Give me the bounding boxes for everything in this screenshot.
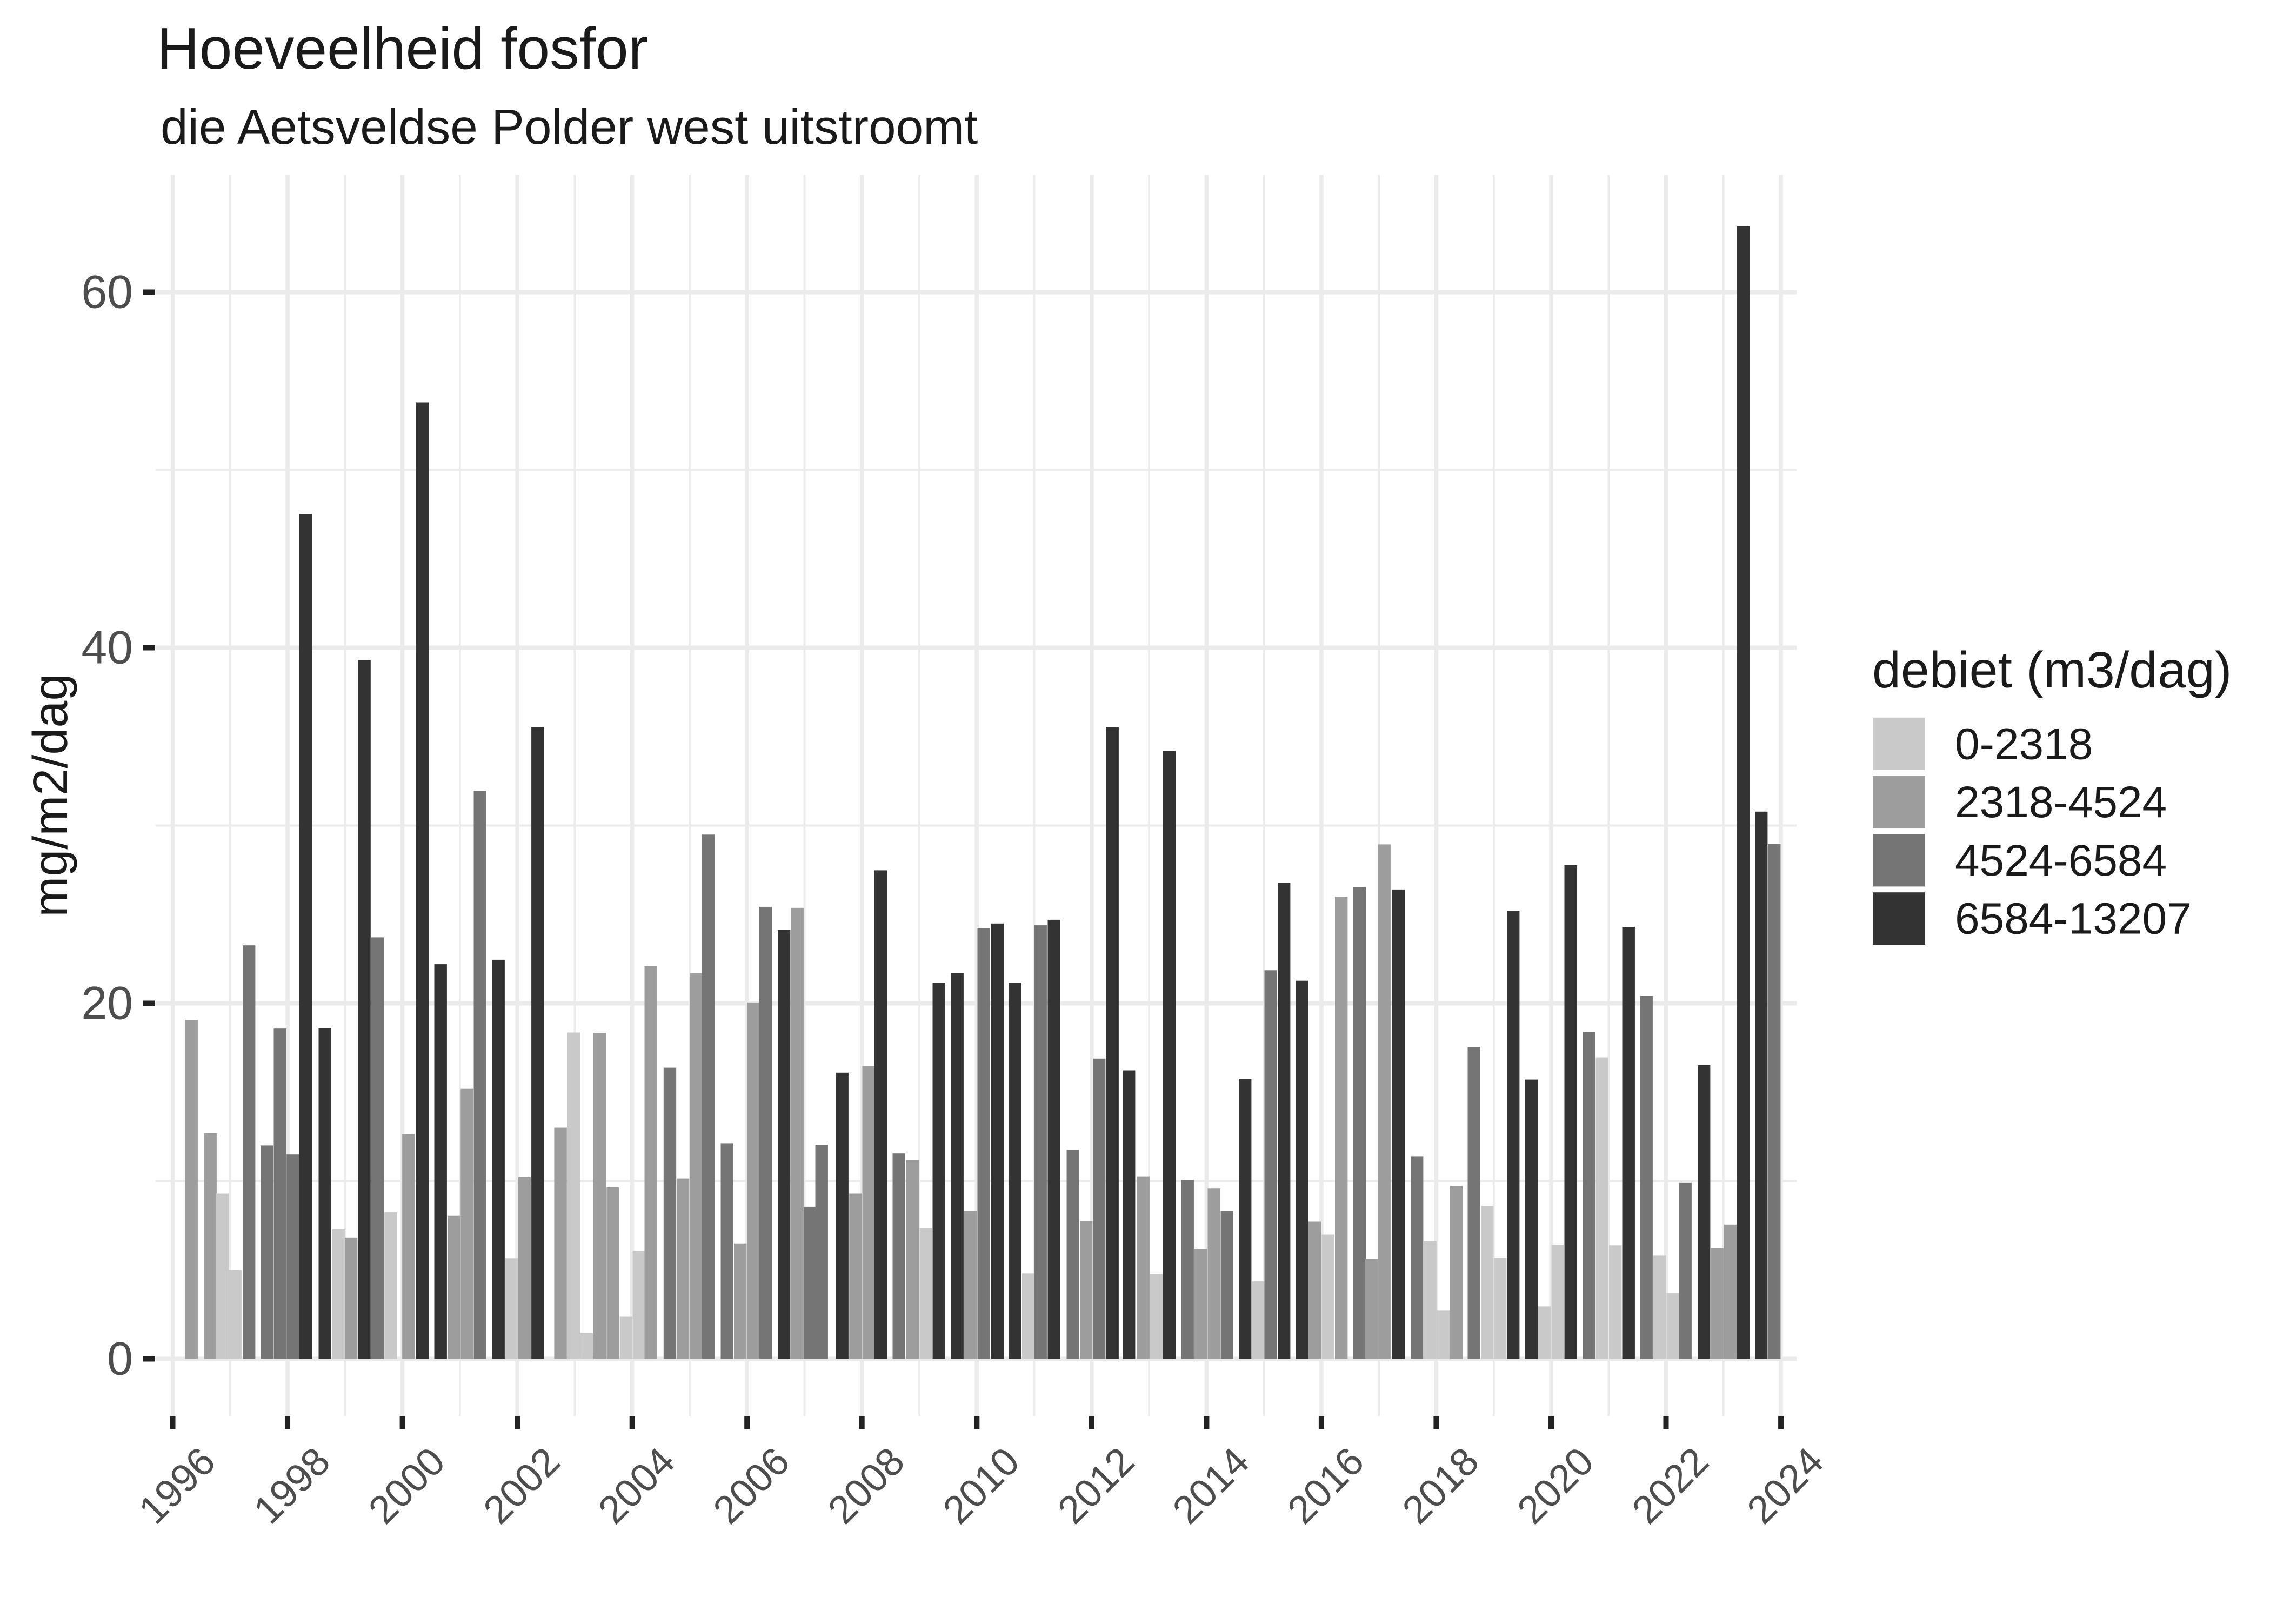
- svg-text:die Aetsveldse Polder west uit: die Aetsveldse Polder west uitstroomt: [161, 100, 978, 155]
- svg-text:Hoeveelheid fosfor: Hoeveelheid fosfor: [157, 16, 648, 82]
- svg-text:40: 40: [81, 622, 133, 674]
- svg-text:0: 0: [107, 1333, 133, 1385]
- svg-text:60: 60: [81, 266, 133, 318]
- svg-text:20: 20: [81, 978, 133, 1030]
- svg-text:2318-4524: 2318-4524: [1955, 778, 2167, 827]
- svg-text:0-2318: 0-2318: [1955, 719, 2093, 768]
- svg-text:mg/m2/dag: mg/m2/dag: [24, 673, 78, 917]
- svg-text:debiet (m3/dag): debiet (m3/dag): [1872, 641, 2232, 699]
- svg-text:4524-6584: 4524-6584: [1955, 836, 2167, 885]
- svg-text:6584-13207: 6584-13207: [1955, 894, 2192, 944]
